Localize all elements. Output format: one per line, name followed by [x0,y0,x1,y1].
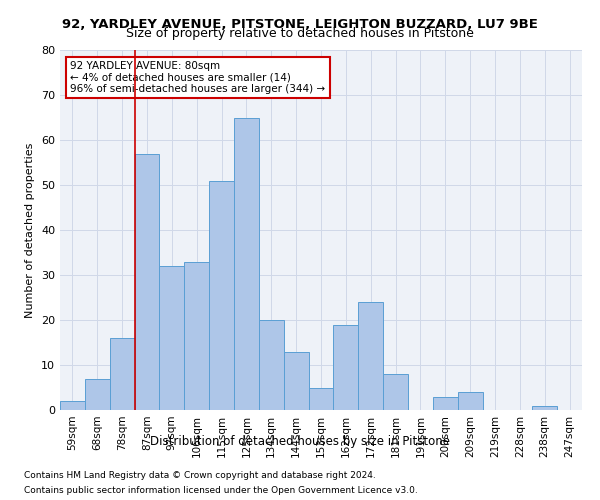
Bar [383,374,408,410]
Text: Contains public sector information licensed under the Open Government Licence v3: Contains public sector information licen… [24,486,418,495]
Bar [433,396,458,410]
Text: Distribution of detached houses by size in Pitstone: Distribution of detached houses by size … [150,435,450,448]
Bar [160,266,184,410]
Y-axis label: Number of detached properties: Number of detached properties [25,142,35,318]
Bar [209,180,234,410]
Text: Size of property relative to detached houses in Pitstone: Size of property relative to detached ho… [126,28,474,40]
Bar [234,118,259,410]
Bar [358,302,383,410]
Text: 92 YARDLEY AVENUE: 80sqm
← 4% of detached houses are smaller (14)
96% of semi-de: 92 YARDLEY AVENUE: 80sqm ← 4% of detache… [70,61,326,94]
Bar [308,388,334,410]
Bar [184,262,209,410]
Bar [134,154,160,410]
Text: 92, YARDLEY AVENUE, PITSTONE, LEIGHTON BUZZARD, LU7 9BE: 92, YARDLEY AVENUE, PITSTONE, LEIGHTON B… [62,18,538,30]
Bar [334,324,358,410]
Bar [85,378,110,410]
Text: Contains HM Land Registry data © Crown copyright and database right 2024.: Contains HM Land Registry data © Crown c… [24,471,376,480]
Bar [532,406,557,410]
Bar [110,338,134,410]
Bar [60,401,85,410]
Bar [284,352,308,410]
Bar [259,320,284,410]
Bar [458,392,482,410]
